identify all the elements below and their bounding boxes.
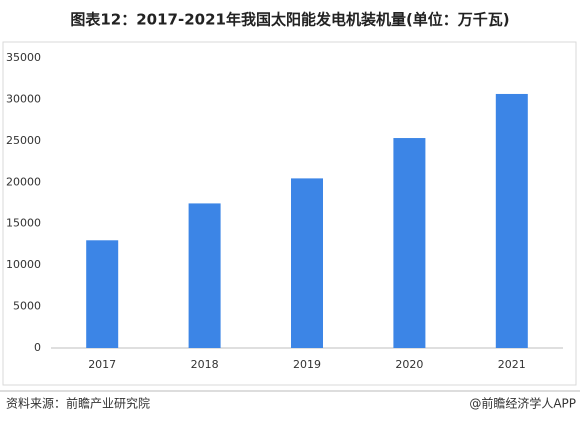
bar <box>393 138 426 348</box>
bar <box>291 178 323 348</box>
bar <box>188 203 221 348</box>
y-tick-label: 25000 <box>6 134 41 147</box>
source: 资料来源：前瞻产业研究院 <box>6 396 150 411</box>
x-tick-label: 2017 <box>88 358 116 371</box>
x-tick-label: 2019 <box>293 358 321 371</box>
y-tick-label: 10000 <box>6 258 41 271</box>
chart-title: 图表12：2017-2021年我国太阳能发电机装机量(单位：万千瓦) <box>70 11 509 29</box>
y-tick-label: 0 <box>34 341 41 354</box>
y-tick-label: 5000 <box>13 300 41 313</box>
x-tick-label: 2018 <box>191 358 219 371</box>
y-tick-label: 30000 <box>6 92 41 105</box>
x-tick-label: 2021 <box>498 358 526 371</box>
bar <box>495 93 528 349</box>
credit: @前瞻经济学人APP <box>469 396 576 411</box>
bar <box>86 240 119 348</box>
y-tick-label: 15000 <box>6 217 41 230</box>
chart-frame <box>2 41 577 386</box>
y-tick-label: 20000 <box>6 175 41 188</box>
x-tick-label: 2020 <box>395 358 423 371</box>
y-tick-label: 35000 <box>6 51 41 64</box>
